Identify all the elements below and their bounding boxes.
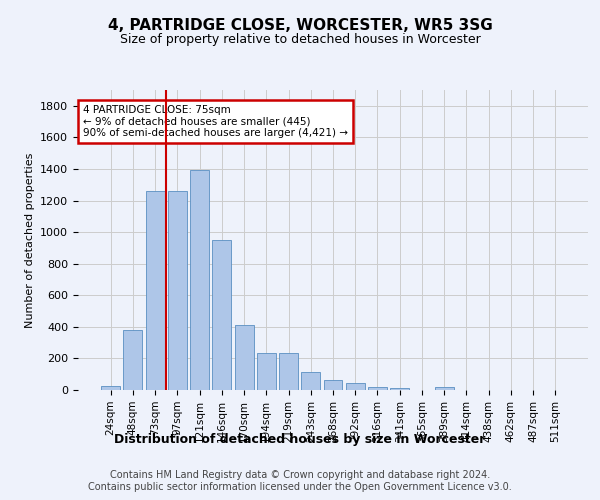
Text: Contains public sector information licensed under the Open Government Licence v3: Contains public sector information licen… [88,482,512,492]
Bar [235,326,254,390]
Text: 4 PARTRIDGE CLOSE: 75sqm
← 9% of detached houses are smaller (445)
90% of semi-d: 4 PARTRIDGE CLOSE: 75sqm ← 9% of detache… [83,105,348,138]
Y-axis label: Number of detached properties: Number of detached properties [25,152,35,328]
Bar [124,330,142,390]
Text: 4, PARTRIDGE CLOSE, WORCESTER, WR5 3SG: 4, PARTRIDGE CLOSE, WORCESTER, WR5 3SG [107,18,493,32]
Bar [146,191,164,390]
Bar [190,170,209,390]
Bar [257,353,276,390]
Bar [212,240,231,390]
Text: Distribution of detached houses by size in Worcester: Distribution of detached houses by size … [115,432,485,446]
Bar [368,387,387,390]
Bar [101,386,120,390]
Bar [301,372,320,390]
Bar [390,388,409,390]
Text: Size of property relative to detached houses in Worcester: Size of property relative to detached ho… [119,32,481,46]
Text: Contains HM Land Registry data © Crown copyright and database right 2024.: Contains HM Land Registry data © Crown c… [110,470,490,480]
Bar [168,191,187,390]
Bar [435,388,454,390]
Bar [323,380,343,390]
Bar [346,384,365,390]
Bar [279,353,298,390]
